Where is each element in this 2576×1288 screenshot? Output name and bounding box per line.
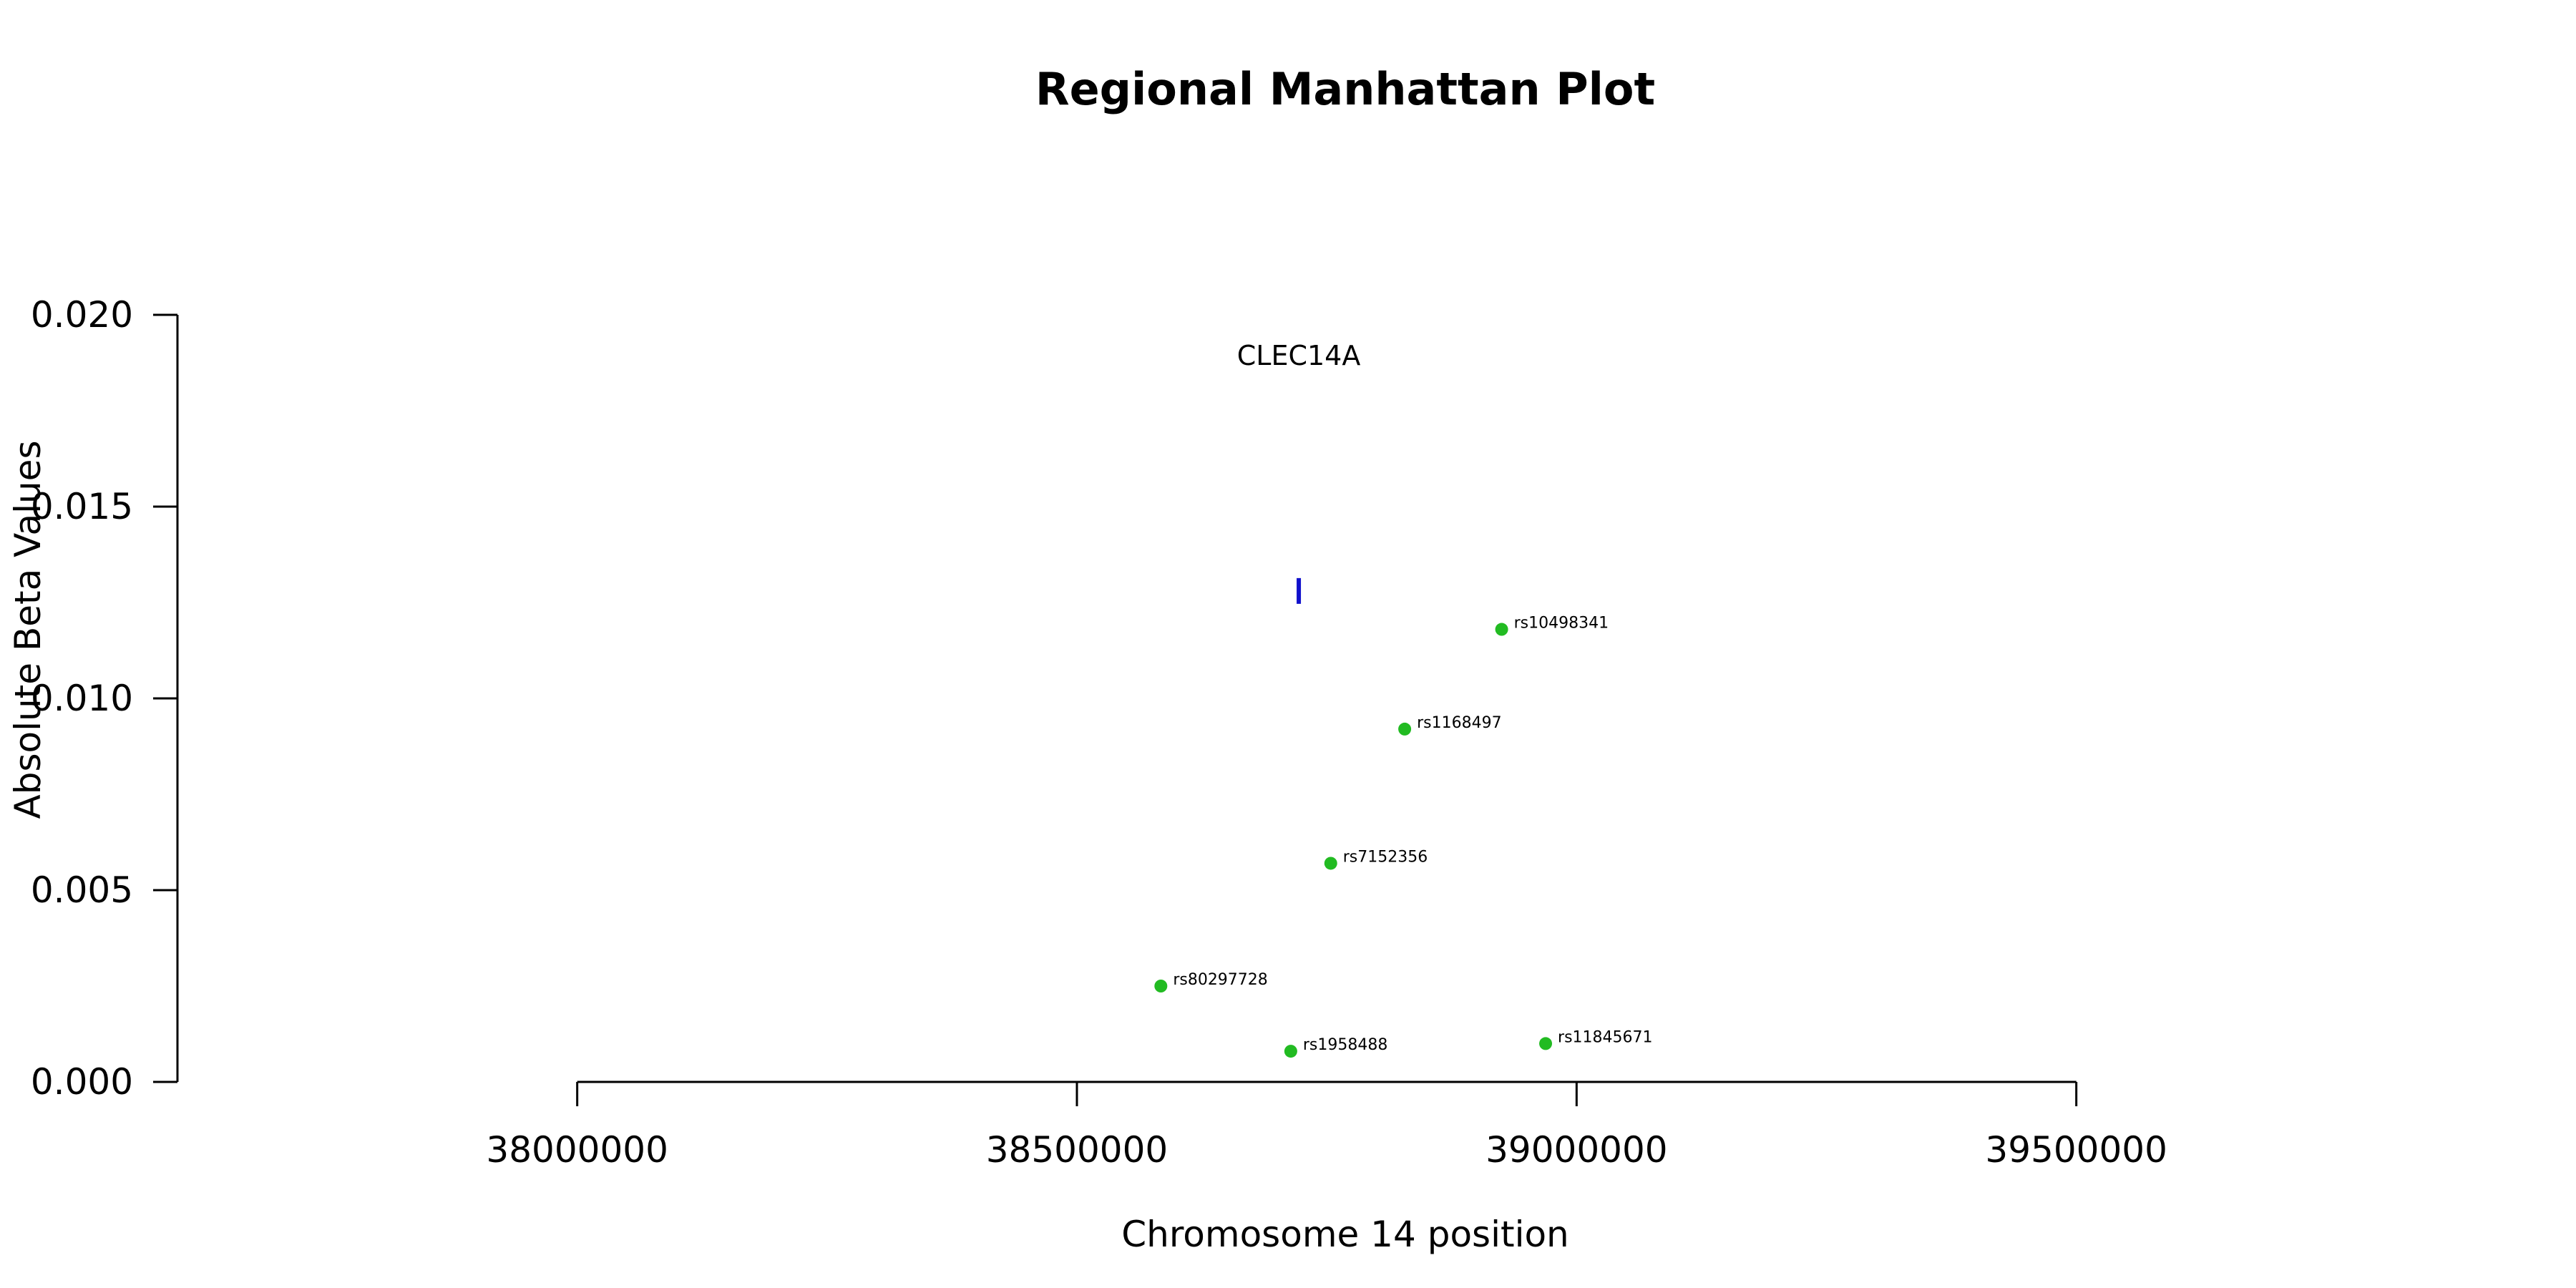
snp-label: rs7152356	[1343, 848, 1428, 866]
snp-point	[1154, 980, 1168, 992]
snp-point	[1539, 1037, 1553, 1050]
gene-layer: CLEC14A	[1237, 340, 1361, 604]
y-axis: 0.000 0.005 0.010 0.015 0.020	[31, 294, 179, 1103]
snp-label: rs11845671	[1558, 1028, 1652, 1046]
y-tick-label: 0.005	[31, 869, 133, 911]
y-tick-label: 0.020	[31, 294, 133, 336]
x-tick-label: 38500000	[986, 1129, 1169, 1171]
x-tick-label: 39000000	[1485, 1129, 1668, 1171]
x-tick-label: 39500000	[1985, 1129, 2167, 1171]
y-tick-label: 0.010	[31, 678, 133, 719]
snp-point	[1398, 722, 1412, 736]
gene-label: CLEC14A	[1237, 340, 1361, 371]
x-tick-label: 38000000	[486, 1129, 668, 1171]
y-tick-label: 0.015	[31, 486, 133, 527]
x-axis-label: Chromosome 14 position	[1121, 1214, 1569, 1255]
x-axis: 38000000 38500000 39000000 39500000	[486, 1080, 2167, 1171]
y-tick-label: 0.000	[31, 1061, 133, 1103]
snp-point	[1284, 1045, 1297, 1058]
y-axis-label: Absolute Beta Values	[7, 441, 49, 819]
snp-point	[1324, 857, 1337, 870]
snp-label: rs1958488	[1303, 1036, 1388, 1054]
snp-label: rs80297728	[1173, 971, 1267, 989]
chart-title: Regional Manhattan Plot	[1035, 63, 1655, 115]
snp-label: rs1168497	[1417, 714, 1502, 732]
snp-label: rs10498341	[1514, 615, 1609, 633]
points-layer: rs10498341 rs1168497 rs7152356 rs80297728 rs…	[1154, 615, 1653, 1058]
snp-point	[1495, 623, 1508, 636]
